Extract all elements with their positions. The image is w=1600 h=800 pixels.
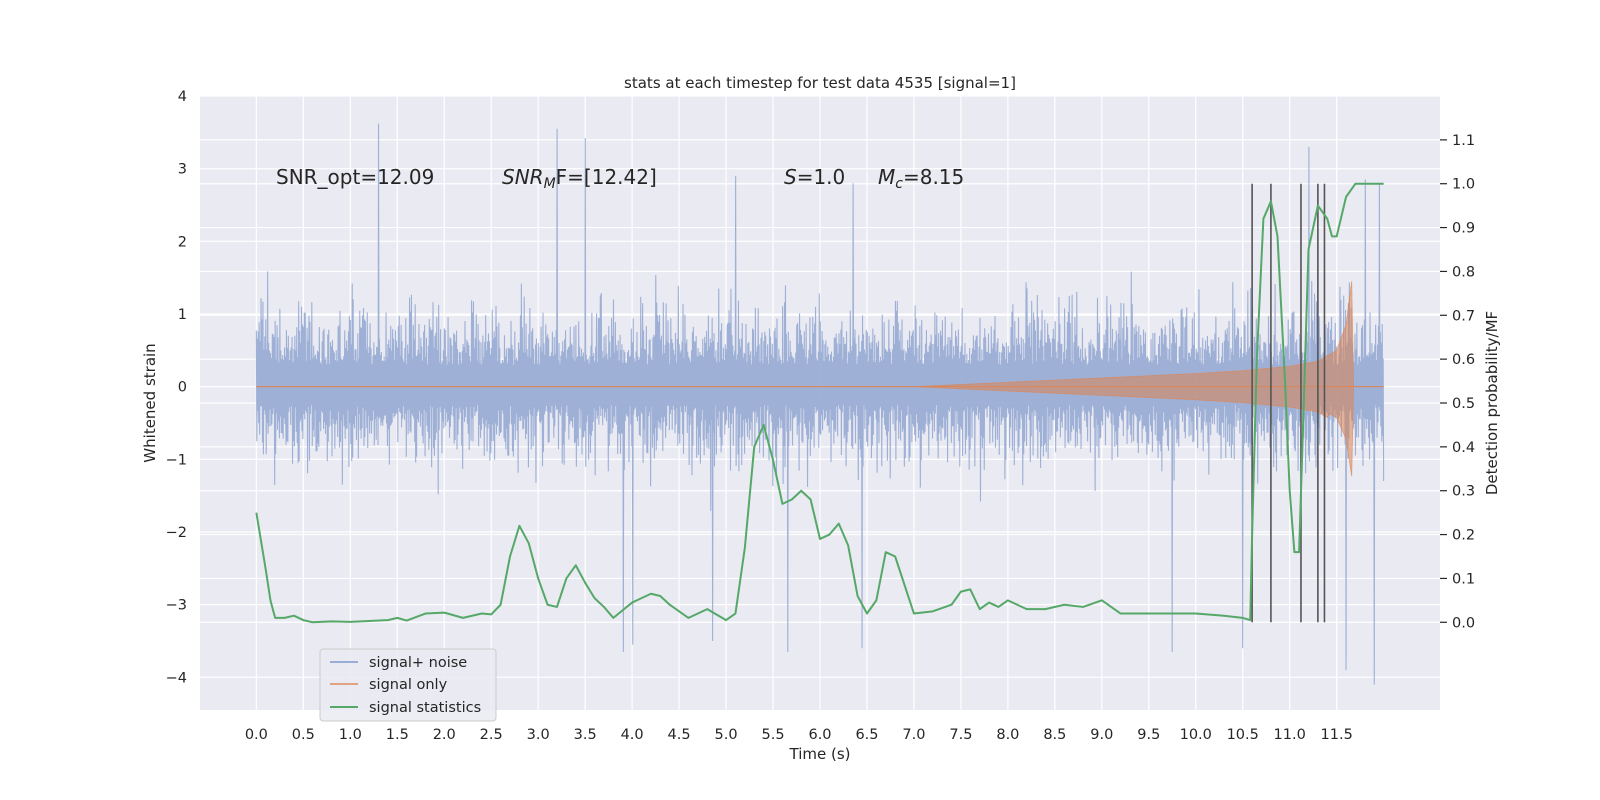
y-tick-label: −2 [166, 525, 187, 541]
signal-statistics-series [255, 182, 1384, 624]
y-right-tick-label: 0.3 [1452, 484, 1475, 500]
chart-title: stats at each timestep for test data 453… [624, 74, 1016, 92]
x-tick-label: 2.5 [480, 727, 503, 743]
x-tick-label: 6.5 [855, 727, 878, 743]
x-tick-label: 3.0 [527, 727, 550, 743]
signal-only-series [256, 281, 1384, 477]
y-axis-ticks: 4 3 2 1 0 −1 −2 −3 −4 [166, 89, 187, 686]
x-tick-label: 11.0 [1274, 727, 1306, 743]
annotation-snr-opt: SNR_opt=12.09 [276, 165, 434, 189]
x-tick-label: 0.0 [245, 727, 268, 743]
x-tick-label: 9.5 [1137, 727, 1160, 743]
x-tick-label: 8.5 [1043, 727, 1066, 743]
y-right-tick-label: 0.5 [1452, 396, 1475, 412]
x-tick-label: 2.0 [433, 727, 456, 743]
y-right-tick-label: 0.9 [1452, 221, 1475, 237]
x-tick-label: 5.5 [761, 727, 784, 743]
x-tick-label: 9.0 [1090, 727, 1113, 743]
y-right-tick-label: 0.0 [1452, 615, 1475, 631]
y-tick-label: 2 [178, 234, 187, 250]
x-tick-label: 10.5 [1227, 727, 1259, 743]
annotation-s: S=1.0 [784, 165, 845, 189]
x-tick-label: 6.0 [808, 727, 831, 743]
y-tick-label: 1 [178, 307, 187, 323]
legend-label-signal: signal only [369, 677, 448, 693]
y-right-tick-label: 0.8 [1452, 264, 1475, 280]
y-tick-label: −4 [166, 670, 187, 686]
annotation-snr-mf: SNRMF=[12.42] [502, 165, 657, 192]
legend: signal+ noise signal only signal statist… [319, 648, 497, 722]
annotations: SNR_opt=12.09 SNRMF=[12.42] S=1.0 Mc=8.1… [276, 165, 964, 192]
x-axis-label: Time (s) [789, 745, 851, 763]
x-tick-label: 5.0 [715, 727, 738, 743]
y-right-axis-label: Detection probability/MF [1483, 311, 1501, 495]
x-tick-label: 1.0 [339, 727, 362, 743]
x-tick-label: 7.0 [902, 727, 925, 743]
y-axis-label: Whitened strain [141, 343, 159, 462]
y-right-tick-label: 1.1 [1452, 133, 1475, 149]
y-tick-label: −3 [166, 598, 187, 614]
x-tick-label: 1.5 [386, 727, 409, 743]
x-tick-label: 4.0 [621, 727, 644, 743]
legend-label-noise: signal+ noise [369, 655, 467, 671]
x-tick-label: 0.5 [292, 727, 315, 743]
legend-label-statistics: signal statistics [369, 700, 481, 716]
x-tick-label: 7.5 [949, 727, 972, 743]
y-right-tick-label: 0.4 [1452, 440, 1475, 456]
signal-statistics-line [255, 182, 1384, 624]
legend-box [319, 648, 497, 722]
x-axis-ticks: 0.0 0.5 1.0 1.5 2.0 2.5 3.0 3.5 4.0 4.5 5.0 5.5 6.0 6… [245, 727, 1353, 743]
annotation-mc: Mc=8.15 [878, 165, 964, 192]
y-right-tick-label: 0.7 [1452, 308, 1475, 324]
x-tick-label: 8.0 [996, 727, 1019, 743]
x-tick-label: 3.5 [574, 727, 597, 743]
y-right-tick-label: 1.0 [1452, 177, 1475, 193]
x-tick-label: 4.5 [668, 727, 691, 743]
y-tick-label: 4 [178, 89, 187, 105]
x-tick-label: 10.0 [1180, 727, 1212, 743]
y-tick-label: 0 [178, 380, 187, 396]
y-right-tick-label: 0.2 [1452, 528, 1475, 544]
y-right-tick-label: 0.6 [1452, 352, 1475, 368]
y-tick-label: 3 [178, 162, 187, 178]
y-right-axis-ticks: 1.1 1.0 0.9 0.8 0.7 0.6 0.5 0.4 0.3 0.2 0.1 0.0 [1440, 133, 1475, 631]
x-tick-label: 11.5 [1321, 727, 1353, 743]
y-tick-label: −1 [166, 452, 187, 468]
y-right-tick-label: 0.1 [1452, 571, 1475, 587]
